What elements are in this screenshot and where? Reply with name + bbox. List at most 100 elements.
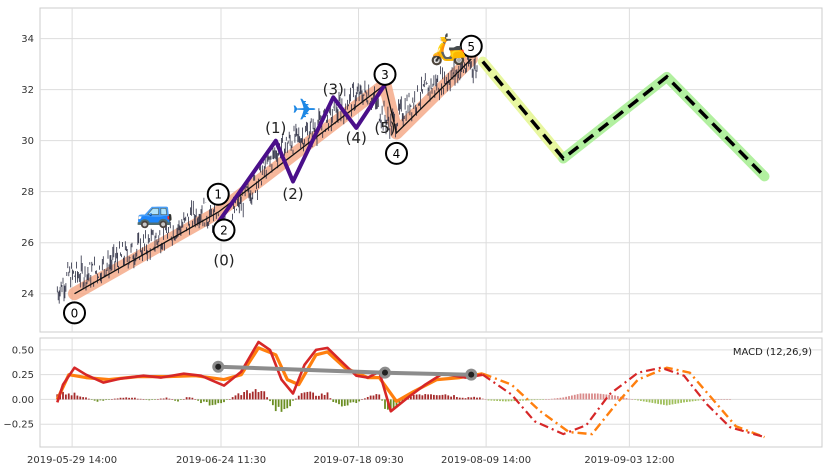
macd-histogram-bar (720, 399, 723, 400)
wave-marker-label: 2 (220, 223, 228, 237)
macd-y-tick-label: −0.25 (3, 420, 34, 431)
macd-histogram-bar (504, 399, 507, 402)
macd-histogram-bar (202, 399, 205, 402)
macd-histogram-bar (438, 395, 441, 400)
macd-histogram-bar (714, 399, 717, 400)
macd-histogram-bar (289, 399, 292, 407)
macd-histogram-bar (389, 399, 392, 412)
macd-histogram-bar (355, 399, 358, 404)
macd-histogram-bar (622, 397, 625, 400)
macd-histogram-bar (194, 399, 197, 400)
macd-histogram-bar (631, 399, 634, 400)
macd-histogram-bar (648, 399, 651, 403)
macd-y-tick-label: 0.25 (12, 370, 34, 381)
wave-marker-circle (373, 62, 397, 86)
macd-histogram-bar (432, 394, 435, 400)
macd-histogram-bar (208, 399, 211, 406)
macd-histogram-bar (346, 399, 349, 406)
macd-histogram-bar (412, 394, 415, 400)
macd-histogram-bar (90, 399, 93, 400)
macd-histogram-bar (455, 397, 458, 400)
macd-histogram-bar (524, 399, 527, 401)
macd-histogram-bar (611, 395, 614, 400)
macd-histogram-bar (694, 399, 697, 401)
macd-histogram-bar (119, 397, 122, 400)
macd-histogram-bar (691, 399, 694, 402)
macd-histogram-bar (522, 399, 524, 401)
macd-histogram-bar (421, 395, 424, 400)
macd-histogram-bar (723, 399, 726, 400)
macd-histogram-bar (553, 398, 556, 400)
macd-histogram-bar (87, 398, 90, 400)
macd-histogram-bar (441, 394, 444, 400)
macd-histogram-bar (677, 399, 680, 404)
macd-histogram-bar (260, 391, 263, 400)
wave-marker-circle (459, 34, 483, 58)
macd-histogram-bar (131, 397, 133, 400)
macd-histogram-bar (214, 399, 217, 405)
macd-histogram-bar (110, 399, 113, 400)
macd-histogram-bar (122, 397, 125, 400)
macd-histogram-bar (151, 399, 154, 400)
macd-histogram-bar (642, 399, 645, 402)
macd-histogram-bar (294, 398, 297, 400)
macd-histogram-bar (271, 399, 274, 406)
macd-histogram-bar (93, 399, 96, 401)
macd-panel: 0.50 0.25 0.00 −0.25 MACD (12,26,9) (3, 337, 823, 448)
divergence-marker-core (215, 363, 222, 370)
macd-histogram-bar (464, 398, 467, 400)
price-y-tick-label: 34 (21, 34, 34, 45)
macd-histogram-bar (332, 399, 335, 402)
macd-histogram-bar (608, 394, 611, 400)
macd-histogram-bar (108, 399, 110, 400)
macd-histogram-bar (168, 398, 171, 400)
macd-histogram-bar (99, 399, 102, 401)
macd-histogram-bar (637, 399, 639, 401)
macd-histogram-bar (105, 399, 108, 401)
airplane-icon: ✈ (292, 93, 317, 128)
macd-histogram-bar (309, 391, 312, 400)
divergence-marker-core (468, 371, 475, 378)
macd-histogram-bar (243, 392, 246, 400)
macd-histogram-bar (240, 395, 243, 400)
macd-histogram-bar (343, 399, 346, 406)
macd-histogram-bar (361, 399, 363, 400)
macd-histogram-bar (263, 391, 266, 400)
macd-histogram-bar (392, 399, 395, 409)
macd-histogram-bar (375, 394, 378, 400)
macd-histogram-bar (182, 399, 185, 400)
macd-histogram-bar (493, 399, 496, 401)
macd-histogram-bar (490, 399, 493, 401)
macd-histogram-bar (352, 399, 355, 403)
macd-histogram-bar (424, 394, 427, 400)
macd-histogram-bar (453, 395, 455, 400)
macd-histogram-bar (616, 396, 619, 400)
macd-histogram-bar (125, 397, 128, 400)
macd-histogram-bar (634, 399, 637, 400)
wave-marker-label: 4 (393, 147, 401, 161)
macd-histogram-bar (570, 395, 573, 400)
macd-histogram-bar (401, 399, 404, 401)
macd-histogram-bar (602, 394, 605, 400)
macd-histogram-bar (467, 397, 470, 400)
macd-histogram-bar (220, 399, 223, 404)
macd-histogram-bar (662, 399, 665, 405)
macd-histogram-bar (317, 395, 320, 400)
x-tick-label: 2019-07-18 09:30 (313, 455, 403, 466)
macd-histogram-bar (545, 399, 547, 400)
macd-histogram-bar (660, 399, 662, 405)
wave-marker-label: 5 (467, 40, 475, 54)
macd-histogram-bar (378, 394, 381, 400)
wave-marker-circle (206, 182, 230, 206)
macd-histogram-bar (519, 399, 522, 401)
macd-histogram-bar (665, 399, 668, 406)
price-y-tick-label: 26 (21, 238, 34, 249)
price-y-tick-label: 28 (21, 187, 34, 198)
x-tick-label: 2019-09-03 12:00 (584, 455, 674, 466)
macd-histogram-bar (228, 399, 231, 400)
macd-histogram-bar (527, 399, 530, 401)
macd-histogram-bar (700, 399, 703, 401)
macd-histogram-bar (473, 396, 476, 400)
macd-histogram-bar (340, 399, 343, 407)
wave-marker-circle (385, 141, 408, 165)
